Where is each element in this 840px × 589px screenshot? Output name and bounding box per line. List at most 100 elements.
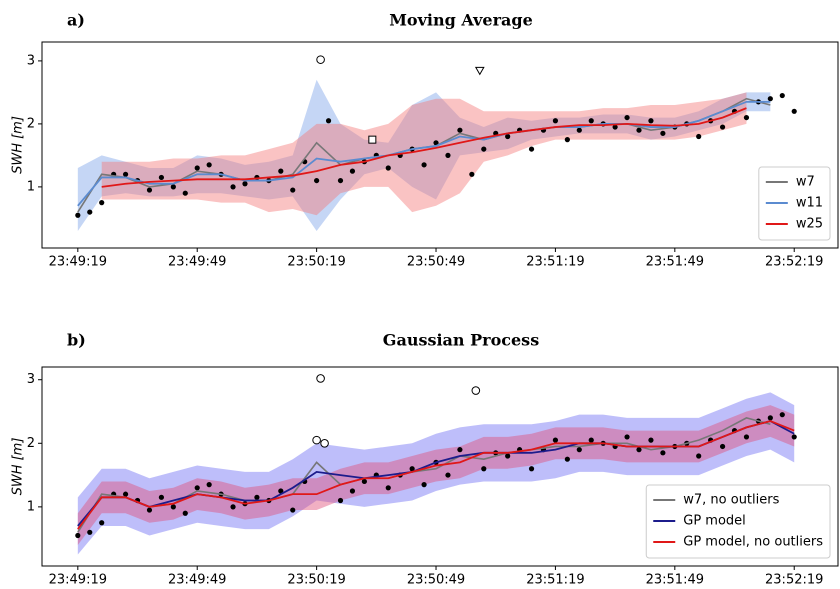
data-point — [278, 488, 284, 494]
data-point — [290, 507, 296, 513]
data-point — [146, 507, 153, 513]
panel-label: b) — [67, 331, 86, 350]
y-tick-label: 2 — [27, 116, 35, 131]
y-tick-label: 3 — [27, 53, 35, 68]
data-point — [552, 437, 559, 443]
legend-label: GP model, no outliers — [683, 535, 823, 550]
legend-label: w7 — [796, 175, 815, 190]
data-point — [445, 472, 451, 478]
data-point — [457, 127, 463, 133]
data-point — [767, 415, 773, 421]
data-point — [409, 466, 415, 472]
outlier-marker — [471, 386, 481, 395]
data-point — [696, 133, 702, 140]
x-tick-label: 23:49:19 — [49, 255, 107, 270]
data-point — [75, 532, 81, 539]
data-point — [505, 453, 511, 459]
x-tick-label: 23:51:19 — [526, 573, 584, 586]
y-axis-label: SWH [m] — [11, 116, 26, 174]
outlier-marker — [312, 435, 321, 445]
y-axis-label: SWH [m] — [11, 438, 26, 496]
legend-box — [758, 166, 831, 241]
data-point — [648, 437, 654, 443]
data-point — [230, 184, 236, 190]
panel-label: a) — [67, 11, 85, 30]
data-point — [481, 146, 487, 152]
data-point — [194, 165, 200, 171]
x-tick-label: 23:52:19 — [765, 573, 823, 586]
confidence-band — [77, 405, 795, 546]
x-tick-label: 23:49:49 — [168, 255, 226, 270]
data-point — [528, 146, 535, 152]
data-point — [743, 434, 750, 440]
data-point — [469, 171, 475, 177]
data-point — [636, 127, 642, 133]
legend-label: GP model — [683, 514, 746, 529]
x-tick-label: 23:50:19 — [287, 255, 345, 270]
data-point — [206, 162, 212, 168]
plot-area — [75, 79, 797, 231]
data-point — [612, 124, 618, 130]
data-point — [445, 152, 451, 158]
data-point — [624, 434, 630, 440]
data-point — [779, 92, 785, 99]
data-point — [552, 118, 559, 124]
outlier-marker — [316, 55, 325, 64]
data-point — [421, 482, 427, 488]
data-point — [87, 209, 93, 215]
series-line — [77, 100, 771, 207]
legend: w7 w11 w25 — [758, 166, 831, 241]
data-point — [528, 466, 535, 472]
data-point — [182, 510, 188, 516]
data-point — [87, 529, 93, 535]
data-point — [636, 447, 642, 453]
data-point — [767, 96, 773, 102]
x-tick-label: 23:49:19 — [49, 573, 107, 586]
data-point — [660, 450, 666, 456]
confidence-band — [77, 392, 795, 555]
data-point — [588, 118, 594, 124]
data-point — [743, 114, 750, 121]
data-point — [719, 124, 726, 130]
data-point — [242, 181, 248, 187]
x-tick-label: 23:52:19 — [765, 255, 823, 270]
data-point — [158, 174, 164, 181]
data-point — [349, 488, 356, 494]
data-point — [182, 190, 188, 196]
series-line — [77, 420, 795, 530]
series-line — [77, 417, 771, 533]
data-point — [337, 177, 344, 184]
x-tick-label: 23:49:49 — [168, 573, 226, 586]
y-tick-label: 1 — [27, 179, 35, 194]
x-tick-label: 23:51:19 — [526, 255, 584, 270]
data-point — [385, 165, 391, 171]
panel: a) Moving Average SWH [m]1 2 3 23:49:19 23:49:… — [11, 11, 839, 270]
x-tick-label: 23:51:49 — [646, 255, 704, 270]
data-point — [433, 140, 439, 146]
panel: b) Gaussian Process SWH [m]1 2 3 23:49:19 23:4… — [11, 331, 839, 588]
data-point — [314, 177, 320, 184]
legend: w7, no outliers GP model GP model, no outl… — [645, 484, 831, 559]
x-tick-label: 23:50:49 — [407, 255, 465, 270]
data-point — [576, 127, 582, 133]
data-point — [290, 187, 296, 193]
confidence-band — [101, 92, 747, 216]
data-point — [254, 494, 260, 500]
data-point — [230, 504, 236, 510]
legend-box — [645, 484, 831, 559]
data-point — [122, 171, 129, 177]
data-point — [624, 114, 630, 121]
data-point — [791, 108, 797, 114]
data-point — [122, 491, 129, 497]
data-point — [99, 200, 105, 206]
data-point — [576, 447, 582, 453]
data-point — [361, 478, 367, 485]
y-tick-label: 3 — [27, 372, 35, 387]
data-point — [325, 118, 332, 124]
data-point — [337, 497, 344, 504]
outlier-marker — [320, 438, 329, 448]
data-point — [206, 482, 212, 488]
outlier-marker — [474, 66, 485, 76]
data-point — [791, 434, 797, 440]
